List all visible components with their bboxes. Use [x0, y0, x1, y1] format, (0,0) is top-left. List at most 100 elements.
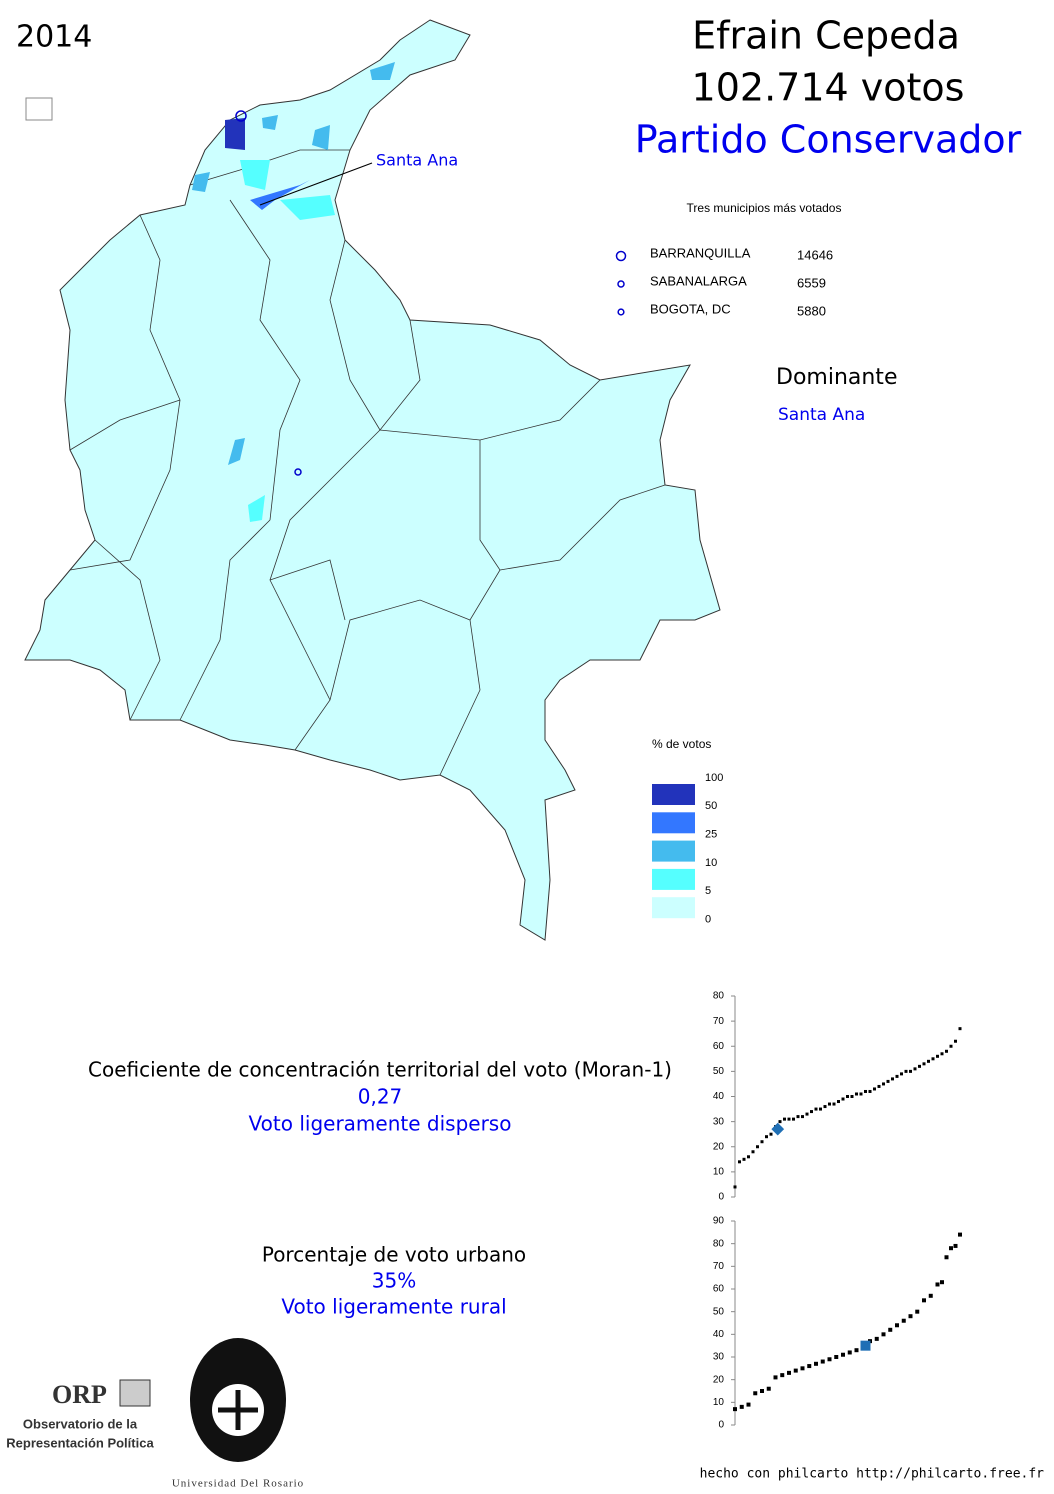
municipality: BARRANQUILLA: [650, 245, 751, 260]
y-tick-label: 20: [713, 1141, 725, 1152]
point: [756, 1145, 759, 1149]
point: [814, 1361, 818, 1366]
point: [850, 1095, 854, 1098]
point: [944, 1255, 949, 1260]
legend-break: 10: [705, 857, 717, 869]
moran-label: Coeficiente de concentración territorial…: [88, 1058, 672, 1082]
university: Universidad Del Rosario: [172, 1478, 304, 1490]
point: [773, 1375, 778, 1380]
y-tick-label: 90: [713, 1216, 725, 1227]
point: [827, 1357, 832, 1362]
point: [868, 1089, 872, 1093]
point: [769, 1132, 773, 1136]
y-tick-label: 30: [713, 1116, 725, 1127]
legend-swatch: [652, 897, 695, 919]
footer: hecho con philcarto http://philcarto.fre…: [700, 1467, 1045, 1482]
patch: [312, 125, 330, 150]
border: [269, 239, 381, 751]
point: [787, 1117, 791, 1121]
point: [819, 1107, 822, 1111]
urban-verdict: Voto ligeramente rural: [281, 1295, 506, 1319]
legend-break: 0: [705, 913, 711, 925]
point: [958, 1027, 962, 1031]
point: [742, 1157, 746, 1161]
point: [949, 1044, 953, 1048]
city-marker: [294, 468, 302, 476]
patch: [228, 438, 245, 465]
point: [810, 1110, 813, 1114]
orp-logo: ORP Observatorio de la Representación Po…: [6, 1379, 154, 1450]
point: [753, 1391, 758, 1396]
party: Partido Conservador: [635, 118, 1022, 162]
candidate: Efrain Cepeda: [692, 14, 960, 58]
urban-label: Porcentaje de voto urbano: [262, 1243, 526, 1267]
point: [864, 1089, 867, 1093]
point: [805, 1112, 809, 1116]
point: [847, 1350, 852, 1355]
charts: 0 10 20 30 40 50 60 70 80 0 10 20 30 40 50 60 70 80 90: [713, 991, 962, 1431]
border: [269, 559, 346, 621]
border: [179, 199, 301, 721]
point: [733, 1407, 737, 1412]
moran-verdict: Voto ligeramente disperso: [249, 1112, 512, 1136]
point: [780, 1373, 785, 1378]
y-tick-label: 60: [713, 1284, 725, 1295]
country-shape: [24, 19, 721, 941]
point: [746, 1402, 751, 1407]
point: [882, 1082, 885, 1086]
point: [787, 1370, 791, 1375]
border: [69, 399, 181, 451]
point: [953, 1243, 958, 1248]
y-tick-label: 70: [713, 1261, 725, 1272]
vote-patches: [192, 62, 395, 522]
y-tick-label: 0: [718, 1192, 724, 1203]
point: [940, 1280, 944, 1285]
logo-icon: [119, 1379, 151, 1407]
legend-swatch: [652, 868, 695, 890]
patch: [192, 172, 210, 192]
point: [888, 1327, 893, 1332]
legend-swatch: [652, 840, 695, 862]
point: [823, 1105, 827, 1109]
municipality-votes: 6559: [797, 275, 826, 290]
point: [828, 1102, 831, 1106]
patch: [240, 160, 270, 190]
point: [738, 1160, 741, 1164]
orp-line: Observatorio de la: [23, 1416, 138, 1431]
point: [733, 1185, 737, 1189]
point: [807, 1364, 812, 1369]
map-annotation: Santa Ana: [376, 151, 458, 170]
y-tick-label: 70: [713, 1016, 725, 1027]
point: [913, 1067, 917, 1071]
point: [854, 1348, 859, 1353]
point: [841, 1352, 845, 1357]
point: [908, 1314, 913, 1319]
point: [901, 1318, 906, 1323]
top-list: BARRANQUILLA 14646 SABANALARGA 6559 BOGOTA, …: [615, 245, 833, 318]
point: [820, 1359, 825, 1364]
orp-title: ORP: [52, 1380, 107, 1409]
point: [747, 1155, 750, 1159]
point: [909, 1069, 912, 1073]
legend-break: 25: [705, 829, 717, 841]
point: [949, 1246, 953, 1251]
border: [94, 539, 161, 721]
patch: [280, 195, 335, 220]
logo-cross: [218, 1390, 258, 1430]
orp-line: Representación Política: [6, 1435, 154, 1450]
y-tick-label: 50: [713, 1066, 725, 1077]
point: [940, 1052, 944, 1056]
point: [895, 1074, 899, 1078]
point: [760, 1389, 764, 1393]
point: [841, 1097, 845, 1101]
rank-marker: [617, 280, 625, 288]
y-tick-label: 30: [713, 1352, 725, 1363]
y-tick-label: 80: [713, 991, 725, 1002]
legend-swatch: [652, 812, 695, 834]
point: [881, 1332, 886, 1337]
y-tick-label: 10: [713, 1167, 725, 1178]
patch: [248, 495, 265, 522]
point: [954, 1039, 957, 1043]
y-tick-label: 60: [713, 1041, 725, 1052]
